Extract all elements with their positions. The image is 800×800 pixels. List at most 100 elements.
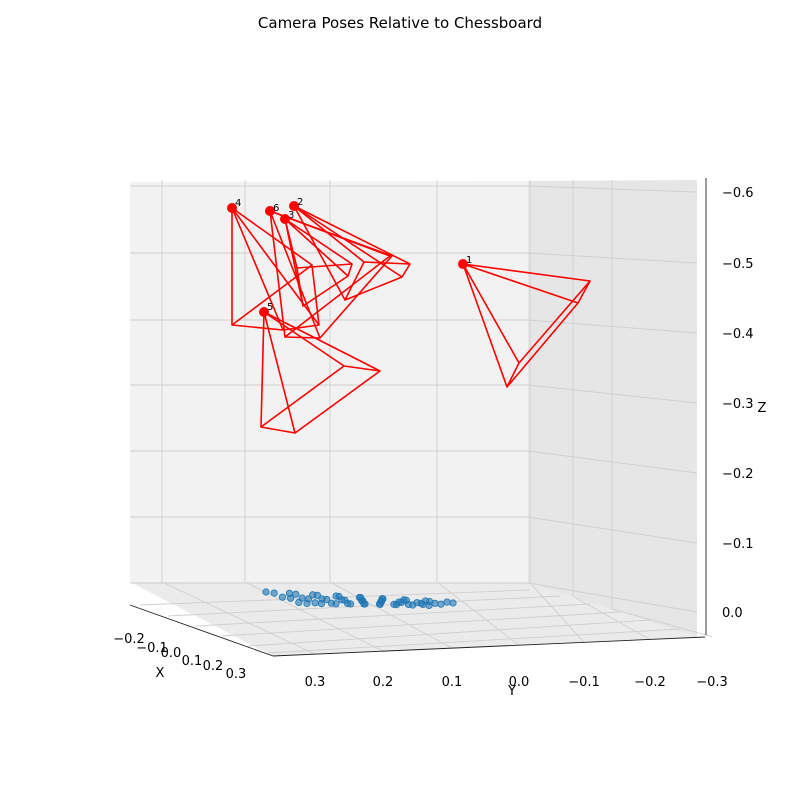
z-grid-line xyxy=(130,185,698,193)
y-grid-line xyxy=(161,180,316,655)
chessboard-point xyxy=(278,593,286,601)
chessboard-point xyxy=(419,600,427,609)
z-tick-label: −0.1 xyxy=(722,537,754,552)
chessboard-point xyxy=(431,599,439,607)
camera-ray xyxy=(293,205,365,263)
x-tick-label: −0.2 xyxy=(113,632,145,647)
y-grid-line xyxy=(329,180,453,649)
x-tick-label: 0.2 xyxy=(203,659,224,674)
x-axis-label: X xyxy=(156,666,165,681)
z-tick-label: −0.6 xyxy=(722,186,754,201)
y-grid-line xyxy=(529,582,585,643)
z-tick-label: −0.2 xyxy=(722,467,754,482)
camera-frustum: 5 xyxy=(259,302,381,434)
camera-ray xyxy=(260,311,265,428)
y-tick-label: 0.0 xyxy=(509,675,530,690)
camera-ray xyxy=(231,207,313,266)
x-grid-line xyxy=(221,611,621,637)
camera-frustum: 2 xyxy=(289,197,411,301)
chart-title: Camera Poses Relative to Chessboard xyxy=(258,14,542,32)
y-grid-line xyxy=(436,180,520,646)
y-axis-label: Y xyxy=(507,684,516,699)
chessboard-point xyxy=(311,599,319,607)
back-pane xyxy=(130,181,528,583)
chessboard-point xyxy=(270,589,278,597)
x-tick-label: −0.1 xyxy=(136,641,168,656)
right-pane xyxy=(528,180,697,637)
x-tick-label: 0.0 xyxy=(161,646,182,661)
y-tick-label: 0.2 xyxy=(373,675,394,690)
y-tick-label: 0.1 xyxy=(442,675,463,690)
camera-ray xyxy=(269,210,321,339)
chessboard-point xyxy=(295,598,303,607)
camera-frustum: 1 xyxy=(458,255,591,388)
chessboard-point xyxy=(317,599,326,608)
camera-label: 3 xyxy=(288,210,294,221)
camera-label: 4 xyxy=(235,198,241,209)
chessboard-point xyxy=(303,599,311,608)
chessboard-point xyxy=(286,594,295,602)
chessboard-point xyxy=(292,590,300,598)
chessboard-point xyxy=(313,591,321,599)
camera-center-marker xyxy=(265,206,275,216)
camera-ray xyxy=(284,218,349,277)
z-tick-label: 0.0 xyxy=(722,606,743,621)
z-grid-line xyxy=(130,319,698,334)
camera-ray xyxy=(284,218,304,307)
camera-ray xyxy=(269,210,286,338)
chessboard-point xyxy=(375,600,384,608)
z-grid-line xyxy=(130,582,698,613)
z-grid-line xyxy=(130,516,698,544)
tick-labels: −0.6−0.5−0.4−0.3−0.2−0.10.00.3 0.2 0.1 0.0−… xyxy=(113,186,753,690)
chessboard-point xyxy=(425,601,433,610)
chessboard-point xyxy=(323,595,331,604)
y-tick-label: −0.2 xyxy=(634,675,666,690)
x-axis-line xyxy=(129,604,274,657)
camera-center-marker xyxy=(458,259,468,269)
grid-lines xyxy=(130,180,713,655)
y-grid-line xyxy=(244,180,384,652)
camera-ray xyxy=(231,207,284,331)
chessboard-point xyxy=(404,600,413,609)
camera-ray xyxy=(284,218,353,265)
camera-ray xyxy=(231,207,320,326)
chessboard-point xyxy=(390,600,398,608)
y-grid-line xyxy=(611,608,713,638)
chessboard-points xyxy=(262,588,457,610)
camera-frustum: 4 xyxy=(227,198,320,331)
chessboard-point xyxy=(262,588,270,596)
z-grid-line xyxy=(130,450,698,474)
chessboard-point xyxy=(332,600,340,608)
x-tick-label: 0.3 xyxy=(226,667,247,682)
chessboard-point xyxy=(346,600,355,608)
z-tick-label: −0.5 xyxy=(722,257,754,272)
camera-ray xyxy=(293,205,411,265)
camera-ray xyxy=(263,311,296,434)
chessboard-point xyxy=(437,600,445,608)
camera-label: 1 xyxy=(466,255,472,266)
camera-ray xyxy=(263,311,345,367)
camera-ray xyxy=(269,210,393,257)
x-tick-label: 0.1 xyxy=(182,654,203,669)
camera-ray xyxy=(462,263,520,364)
camera-ray xyxy=(462,263,591,282)
y-tick-label: 0.3 xyxy=(305,675,326,690)
x-grid-line xyxy=(267,628,681,654)
x-grid-line xyxy=(195,603,591,627)
camera-ray xyxy=(462,263,579,304)
y-tick-label: −0.1 xyxy=(568,675,600,690)
camera-center-marker xyxy=(259,307,269,317)
z-grid-line xyxy=(130,252,698,264)
y-grid-line xyxy=(572,596,651,640)
y-tick-label: −0.3 xyxy=(696,675,728,690)
floor-pane xyxy=(130,582,697,656)
chessboard-point xyxy=(443,598,451,606)
z-tick-label: −0.4 xyxy=(722,327,754,342)
z-tick-label: −0.3 xyxy=(722,397,754,412)
camera-ray xyxy=(462,263,508,388)
x-grid-line xyxy=(247,619,651,647)
y-axis-line xyxy=(272,636,706,657)
camera-center-marker xyxy=(227,203,237,213)
camera-label: 5 xyxy=(267,302,273,313)
